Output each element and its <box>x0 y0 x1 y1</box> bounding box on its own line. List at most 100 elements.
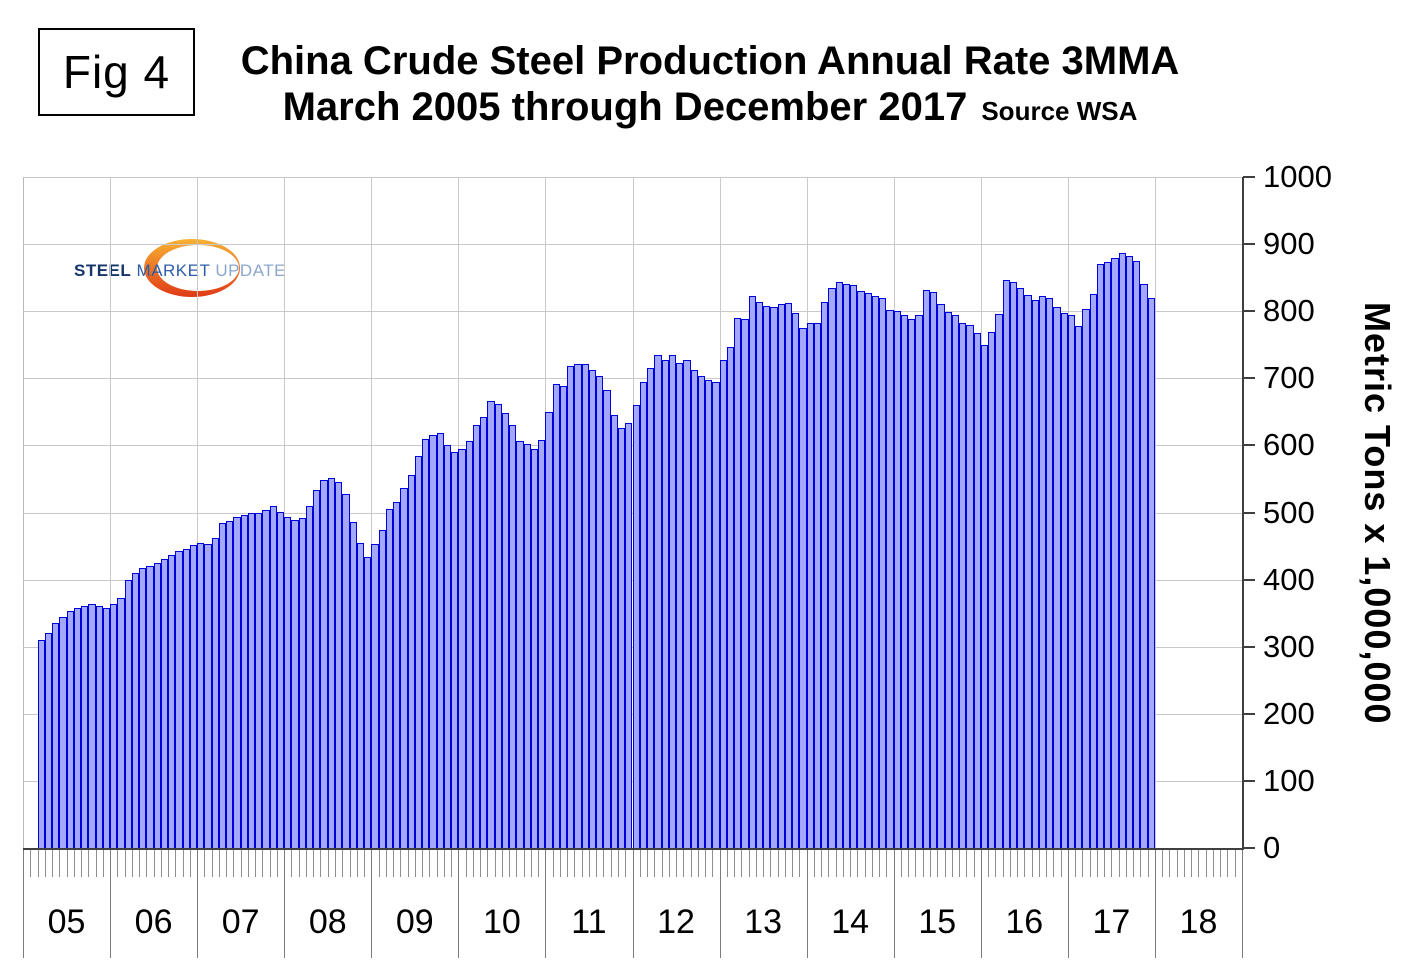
bar <box>828 287 836 848</box>
bar <box>44 633 53 848</box>
x-month-tick <box>1227 850 1229 877</box>
x-month-tick <box>422 850 424 877</box>
bar <box>1046 297 1054 848</box>
bar <box>211 537 219 848</box>
bar <box>842 283 851 848</box>
bar <box>429 434 437 848</box>
gridline-vertical <box>110 177 112 848</box>
x-month-tick <box>792 850 794 877</box>
x-month-tick <box>182 850 184 877</box>
bar <box>951 315 959 848</box>
x-month-tick <box>95 850 97 877</box>
x-year-separator <box>893 850 895 958</box>
x-year-label: 16 <box>1005 902 1044 941</box>
bar <box>349 521 357 848</box>
bar <box>559 385 568 848</box>
x-month-tick <box>588 850 590 877</box>
bar <box>320 480 328 848</box>
logo-word-steel: STEEL <box>74 261 132 280</box>
x-month-tick <box>218 850 220 877</box>
bar <box>813 322 822 848</box>
bar <box>748 296 756 848</box>
bar <box>1053 307 1061 848</box>
bar <box>886 309 894 848</box>
x-month-tick <box>1191 850 1193 877</box>
bar <box>908 318 916 848</box>
bar <box>741 318 749 848</box>
x-year-label: 17 <box>1092 902 1131 941</box>
x-month-tick <box>153 850 155 877</box>
bar <box>574 363 582 848</box>
x-axis-line <box>23 848 1244 850</box>
bar <box>705 379 713 848</box>
bar <box>218 523 227 848</box>
x-month-tick <box>298 850 300 877</box>
x-month-tick <box>385 850 387 877</box>
x-month-tick <box>516 850 518 877</box>
x-month-tick <box>472 850 474 877</box>
bar <box>1060 313 1068 848</box>
x-month-tick <box>443 850 445 877</box>
y-tick-mark <box>1243 310 1255 313</box>
y-tick-mark <box>1243 511 1255 514</box>
x-month-tick <box>335 850 336 877</box>
x-month-tick <box>639 850 641 877</box>
bar <box>617 427 626 848</box>
y-tick-label: 0 <box>1263 830 1281 865</box>
bar <box>654 354 662 848</box>
x-month-tick <box>1140 850 1142 877</box>
y-tick-mark <box>1243 377 1255 380</box>
bar <box>966 324 974 848</box>
x-month-tick <box>255 850 257 877</box>
bar <box>95 605 103 848</box>
x-month-tick <box>1133 850 1135 877</box>
bar <box>73 607 82 848</box>
x-month-tick <box>59 850 61 877</box>
bar <box>980 344 989 848</box>
bar <box>451 452 459 848</box>
x-month-tick <box>886 850 888 877</box>
y-tick-label: 200 <box>1263 695 1315 731</box>
x-month-tick <box>937 850 939 877</box>
x-year-label: 14 <box>831 902 870 941</box>
bar <box>240 515 248 848</box>
x-month-tick <box>1053 850 1055 877</box>
x-month-tick <box>501 850 503 877</box>
x-month-tick <box>654 850 656 877</box>
bar <box>327 478 335 848</box>
x-month-tick <box>734 850 736 877</box>
bar <box>197 543 205 848</box>
x-month-tick <box>603 850 605 877</box>
bar <box>1104 261 1112 848</box>
x-month-tick <box>1183 850 1185 877</box>
x-month-tick <box>922 850 924 877</box>
bar <box>995 313 1003 848</box>
x-month-tick <box>871 850 873 877</box>
x-month-tick <box>530 850 532 877</box>
x-month-tick <box>1118 850 1120 877</box>
x-month-tick <box>291 850 293 877</box>
x-month-tick <box>73 850 75 877</box>
y-tick-label: 900 <box>1263 226 1315 262</box>
bar <box>530 449 539 848</box>
bar <box>850 285 858 848</box>
x-year-separator <box>806 850 808 958</box>
bar <box>110 603 118 848</box>
y-tick-label: 100 <box>1263 762 1315 798</box>
x-month-tick <box>124 850 126 877</box>
y-tick-mark <box>1243 847 1255 849</box>
bar <box>538 440 546 848</box>
x-month-tick <box>175 850 177 877</box>
x-month-tick <box>1212 850 1214 877</box>
x-year-separator <box>719 850 721 958</box>
bar <box>676 362 684 848</box>
x-month-tick <box>1220 850 1222 877</box>
bar <box>52 622 60 848</box>
bar <box>139 568 147 848</box>
bar <box>400 487 408 848</box>
x-month-tick <box>1176 850 1178 877</box>
x-month-tick <box>900 850 902 877</box>
x-month-tick <box>66 850 68 877</box>
bar <box>37 639 45 848</box>
bar <box>422 439 430 848</box>
